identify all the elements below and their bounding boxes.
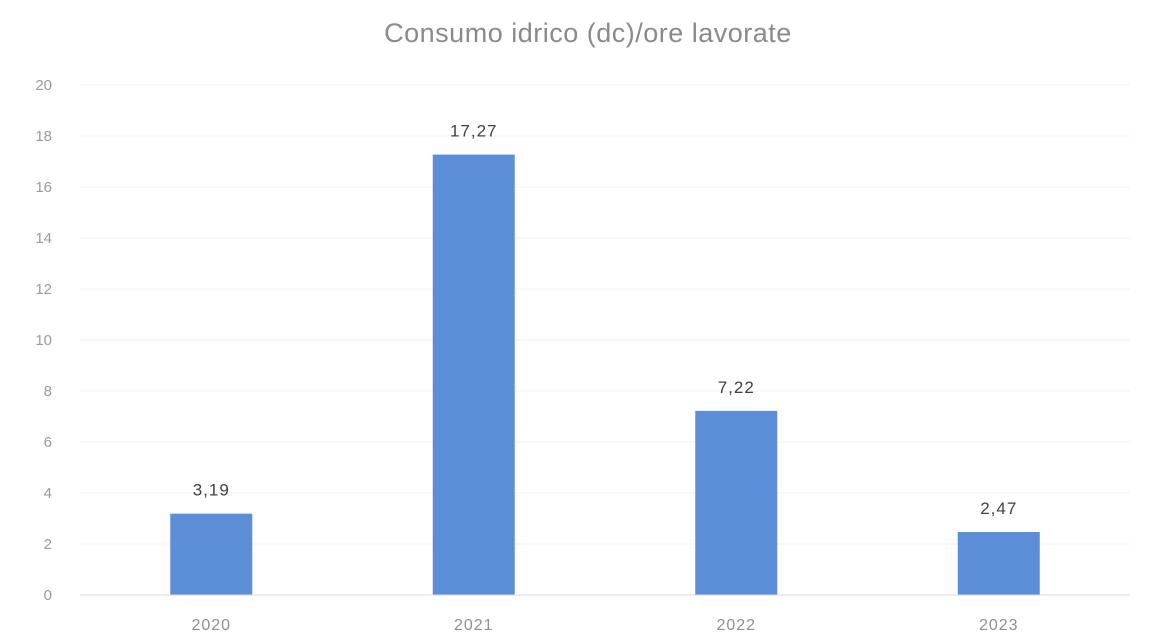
x-tick-label: 2021 xyxy=(454,617,494,634)
y-tick-label: 4 xyxy=(44,485,52,502)
bar-2020 xyxy=(170,513,253,595)
data-label-2022: 7,22 xyxy=(718,378,755,397)
bar-2023 xyxy=(957,532,1040,595)
chart-title: Consumo idrico (dc)/ore lavorate xyxy=(384,18,792,48)
y-tick-label: 10 xyxy=(35,332,52,349)
y-tick-label: 14 xyxy=(35,230,52,247)
gridlines xyxy=(80,84,1130,545)
y-axis-ticks: 0 2 4 6 8 10 12 14 16 18 20 xyxy=(35,77,52,604)
x-tick-label: 2022 xyxy=(716,617,756,634)
bar-2022 xyxy=(695,410,778,595)
y-tick-label: 16 xyxy=(35,179,52,196)
x-axis-ticks: 2020 2021 2022 2023 xyxy=(191,617,1019,634)
data-label-2021: 17,27 xyxy=(450,122,498,141)
data-label-2020: 3,19 xyxy=(193,481,230,500)
data-label-2023: 2,47 xyxy=(980,499,1017,518)
x-tick-label: 2020 xyxy=(191,617,231,634)
y-tick-label: 8 xyxy=(44,383,52,400)
y-tick-label: 2 xyxy=(44,536,52,553)
data-labels: 3,19 17,27 7,22 2,47 xyxy=(193,122,1017,518)
bar-2021 xyxy=(432,154,515,596)
x-tick-label: 2023 xyxy=(979,617,1019,634)
bars xyxy=(170,154,1040,596)
y-tick-label: 6 xyxy=(44,434,52,451)
y-tick-label: 12 xyxy=(35,281,52,298)
y-tick-label: 18 xyxy=(35,128,52,145)
y-tick-label: 20 xyxy=(35,77,52,94)
y-tick-label: 0 xyxy=(44,587,52,604)
